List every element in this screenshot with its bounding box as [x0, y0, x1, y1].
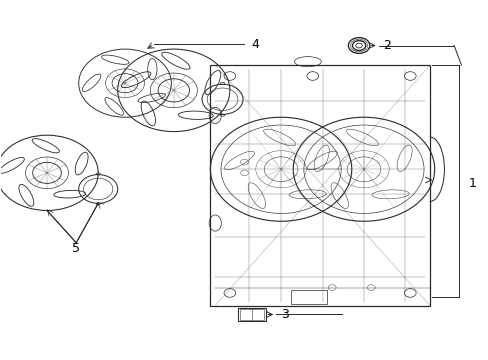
- Bar: [290, 290, 327, 304]
- Bar: [237, 308, 265, 321]
- Text: 3: 3: [281, 308, 288, 321]
- Bar: [239, 309, 264, 320]
- Text: 4: 4: [251, 38, 259, 51]
- Text: 1: 1: [468, 177, 476, 190]
- Text: 5: 5: [72, 242, 80, 255]
- Text: 2: 2: [383, 39, 390, 52]
